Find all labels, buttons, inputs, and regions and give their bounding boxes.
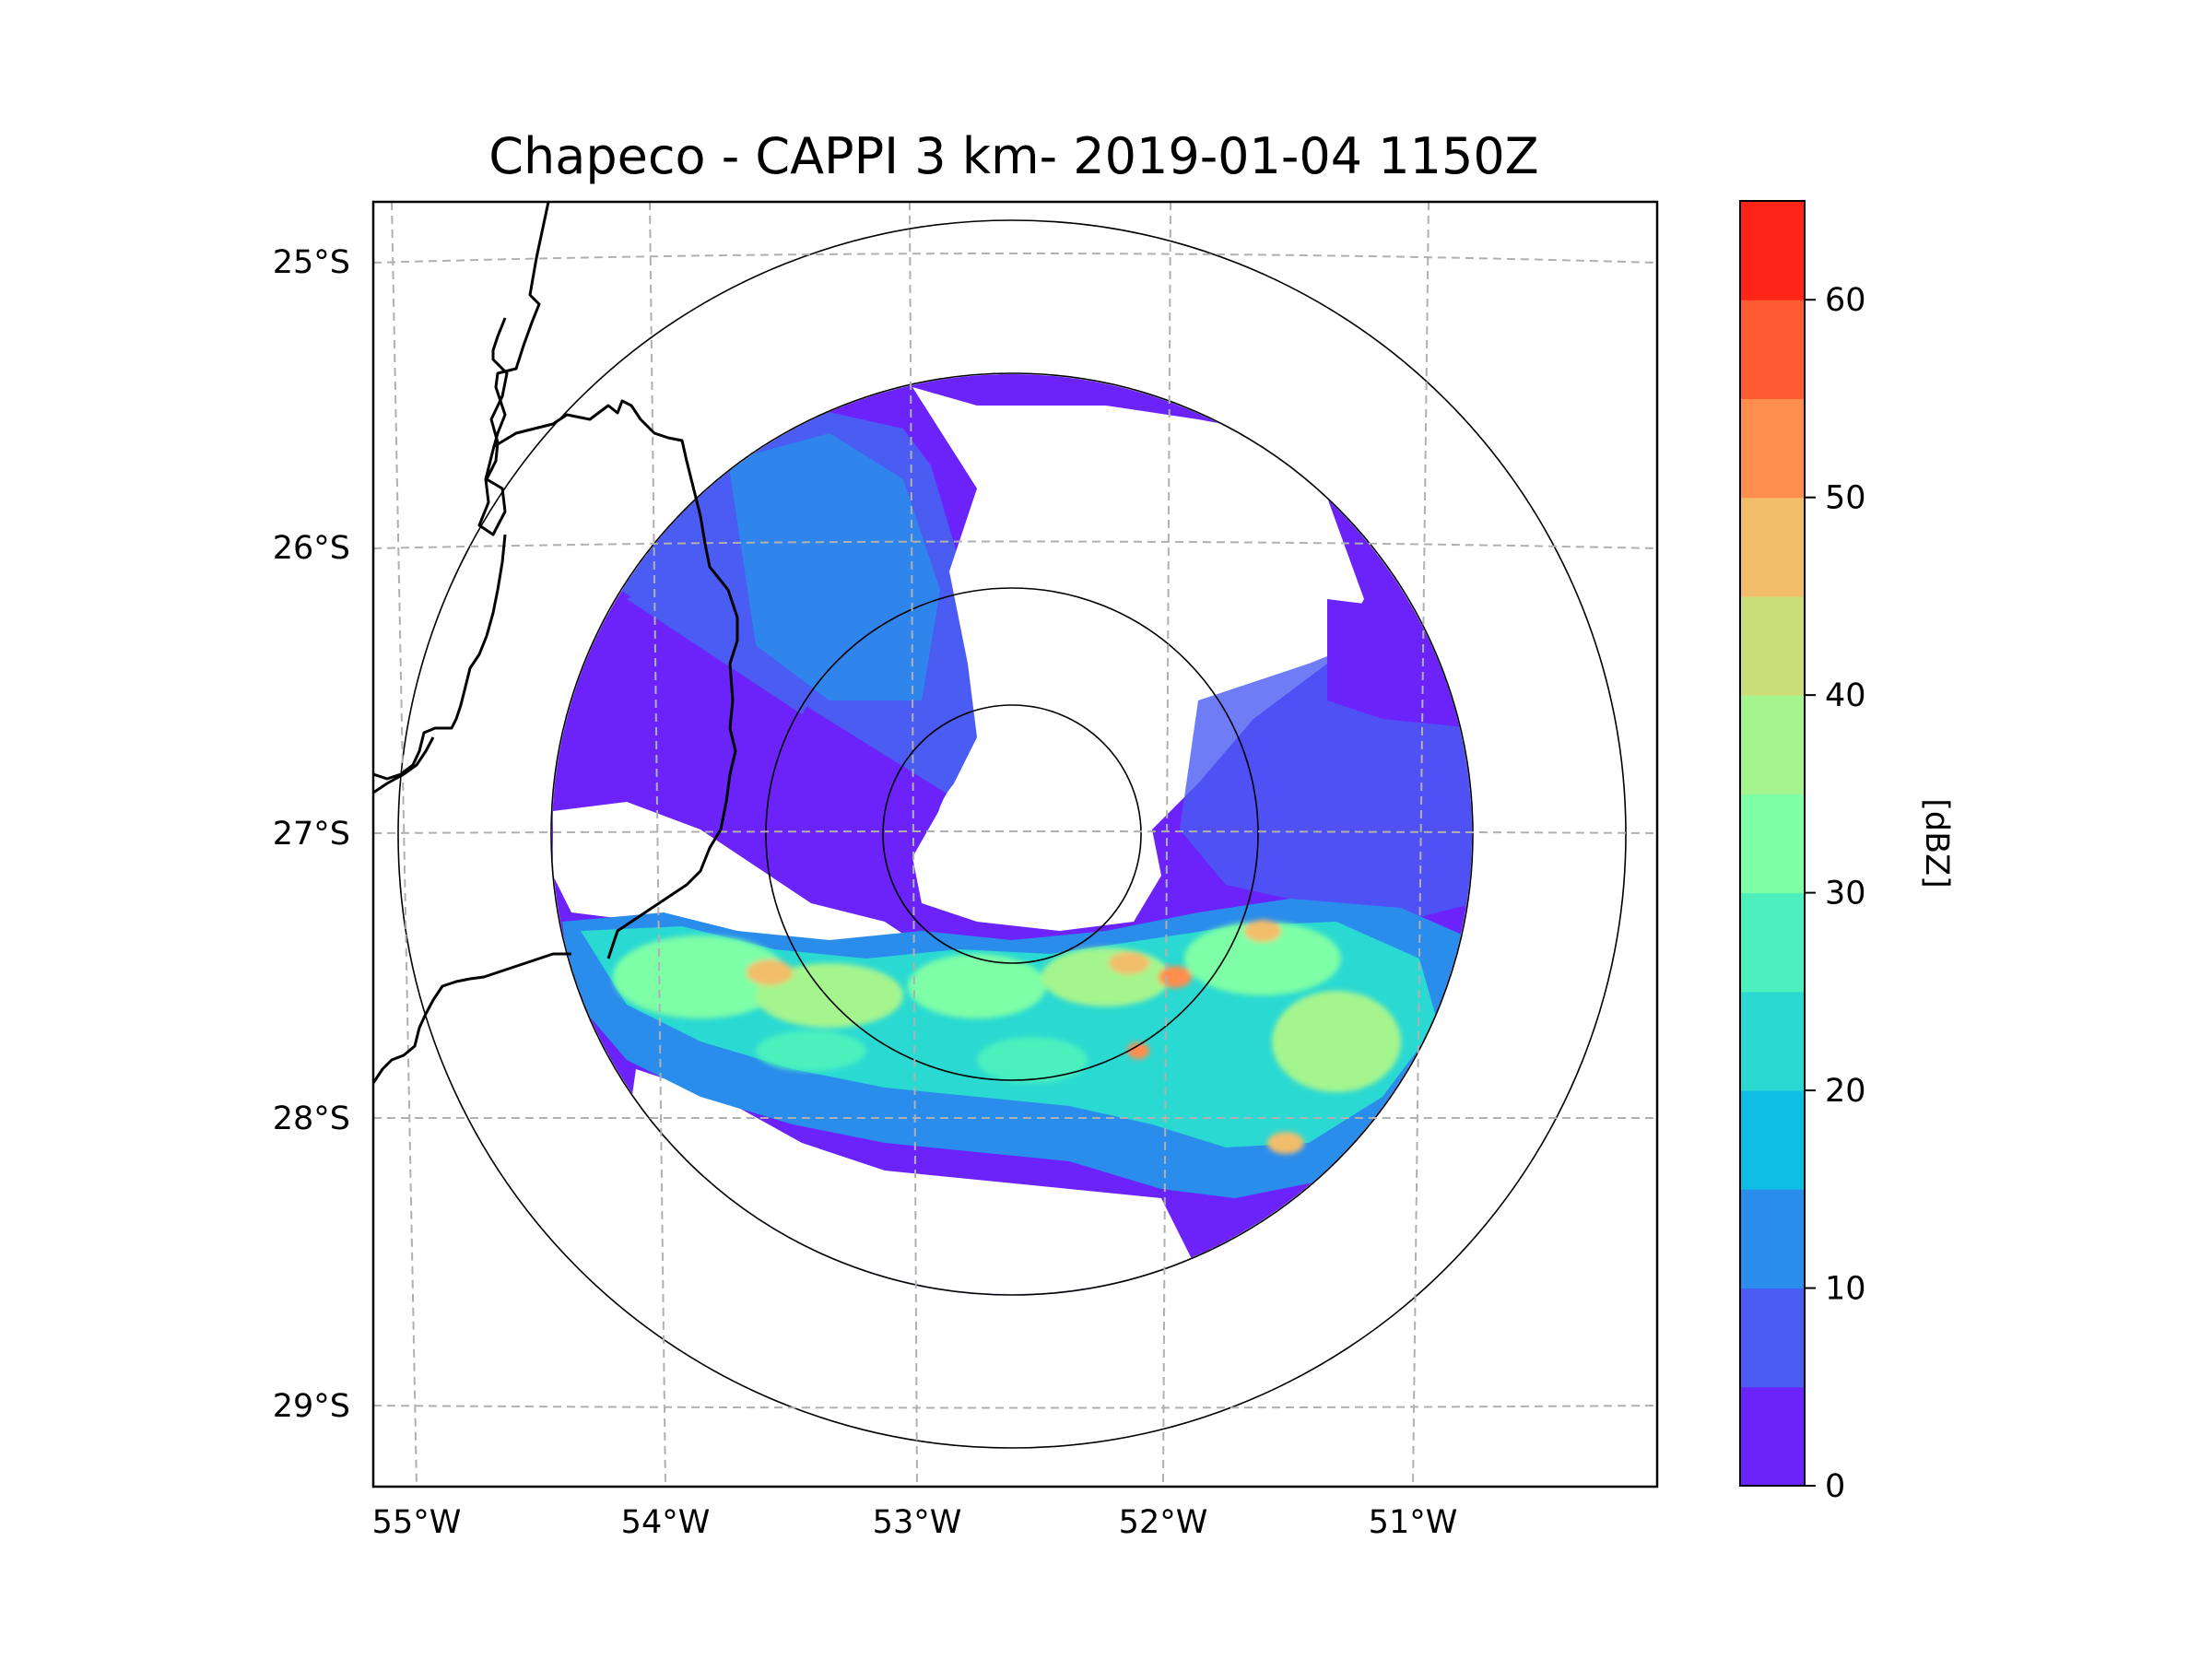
range-ring-3 bbox=[550, 372, 1474, 1296]
colorbar-ticks: 0 10 20 30 40 50 60 bbox=[1805, 282, 1866, 1505]
cell-e bbox=[1184, 922, 1341, 995]
range-ring-1 bbox=[882, 704, 1142, 964]
latitude-labels: 25°S 26°S 27°S 28°S 29°S bbox=[273, 244, 350, 1425]
cell-c bbox=[908, 954, 1046, 1018]
map-axes-frame bbox=[371, 200, 1659, 1488]
range-rings bbox=[397, 219, 1627, 1449]
colorbar-segment-10 bbox=[1740, 1189, 1805, 1289]
cell-f bbox=[1272, 991, 1401, 1092]
colorbar-segment-50 bbox=[1740, 398, 1805, 499]
colorbar: 0 10 20 30 40 50 60 [dBZ] bbox=[1739, 200, 1955, 1505]
parallel-27s bbox=[373, 830, 1657, 834]
border-santa-catarina-rs bbox=[373, 952, 571, 1084]
echo-ne-sector bbox=[1327, 599, 1472, 728]
colorbar-segment-25 bbox=[1740, 892, 1805, 993]
core-1 bbox=[747, 959, 793, 985]
meridian-53w bbox=[909, 202, 918, 1487]
meridian-51w bbox=[1412, 202, 1430, 1487]
echo-nw-band bbox=[728, 433, 940, 700]
parallel-25s bbox=[373, 253, 1657, 264]
colorbar-tick-label-10: 10 bbox=[1825, 1271, 1866, 1308]
clear-air-region bbox=[912, 387, 1364, 931]
lon-label-52w: 52°W bbox=[1119, 1504, 1208, 1541]
colorbar-segment-20 bbox=[1740, 991, 1805, 1091]
lat-label-26s: 26°S bbox=[273, 530, 350, 567]
lat-label-28s: 28°S bbox=[273, 1100, 350, 1137]
cell-h bbox=[756, 1030, 866, 1071]
colorbar-frame bbox=[1739, 200, 1806, 1487]
colorbar-tick-label-0: 0 bbox=[1825, 1468, 1845, 1505]
range-ring-4 bbox=[397, 219, 1627, 1449]
colorbar-segment-55 bbox=[1740, 300, 1805, 399]
parallel-29s bbox=[373, 1405, 1657, 1409]
colorbar-segment-60 bbox=[1740, 201, 1805, 300]
longitude-labels: 55°W 54°W 53°W 52°W 51°W bbox=[372, 1504, 1458, 1541]
lon-label-53w: 53°W bbox=[873, 1504, 962, 1541]
lat-label-29s: 29°S bbox=[273, 1388, 350, 1425]
colorbar-segment-0 bbox=[1740, 1386, 1805, 1487]
border-uruguay-river bbox=[373, 534, 507, 781]
core-5 bbox=[1267, 1132, 1304, 1154]
cell-b bbox=[756, 963, 903, 1028]
graticule bbox=[373, 202, 1657, 1487]
parallel-26s bbox=[373, 540, 1657, 549]
lat-label-27s: 27°S bbox=[273, 816, 350, 853]
colorbar-segment-5 bbox=[1740, 1288, 1805, 1388]
colorbar-segment-30 bbox=[1740, 794, 1805, 894]
meridian-52w bbox=[1162, 202, 1171, 1487]
border-argentina-paraguay bbox=[477, 202, 550, 536]
political-borders bbox=[373, 202, 739, 1084]
cell-g bbox=[977, 1037, 1088, 1083]
cell-d bbox=[1041, 947, 1171, 1006]
ground-clutter-rings bbox=[935, 757, 1089, 912]
meridian-55w bbox=[391, 202, 418, 1487]
echo-streak bbox=[627, 590, 811, 714]
core-6 bbox=[1127, 1042, 1149, 1059]
lon-label-51w: 51°W bbox=[1369, 1504, 1458, 1541]
chart-title: Chapeco - CAPPI 3 km- 2019-01-04 1150Z bbox=[488, 127, 1538, 185]
border-misiones bbox=[492, 399, 739, 959]
meridian-54w bbox=[649, 202, 666, 1487]
colorbar-tick-label-40: 40 bbox=[1825, 677, 1866, 714]
lon-label-55w: 55°W bbox=[372, 1504, 462, 1541]
colorbar-tick-label-20: 20 bbox=[1825, 1073, 1866, 1110]
radar-reflectivity-field bbox=[552, 374, 1472, 1294]
cell-a bbox=[613, 935, 788, 1018]
range-ring-2 bbox=[765, 587, 1259, 1081]
colorbar-label: [dBZ] bbox=[1918, 798, 1955, 888]
colorbar-segment-35 bbox=[1740, 695, 1805, 794]
colorbar-segment-40 bbox=[1740, 595, 1805, 696]
core-4 bbox=[1244, 920, 1281, 942]
core-3 bbox=[1159, 966, 1192, 988]
colorbar-tick-label-30: 30 bbox=[1825, 876, 1866, 912]
colorbar-tick-label-50: 50 bbox=[1825, 480, 1866, 517]
lat-label-25s: 25°S bbox=[273, 244, 350, 281]
border-argentina-west bbox=[373, 736, 435, 794]
colorbar-tick-label-60: 60 bbox=[1825, 282, 1866, 319]
lon-label-54w: 54°W bbox=[621, 1504, 711, 1541]
colorbar-segments bbox=[1740, 201, 1805, 1487]
colorbar-segment-45 bbox=[1740, 497, 1805, 597]
core-2 bbox=[1109, 952, 1149, 974]
colorbar-segment-15 bbox=[1740, 1090, 1805, 1190]
